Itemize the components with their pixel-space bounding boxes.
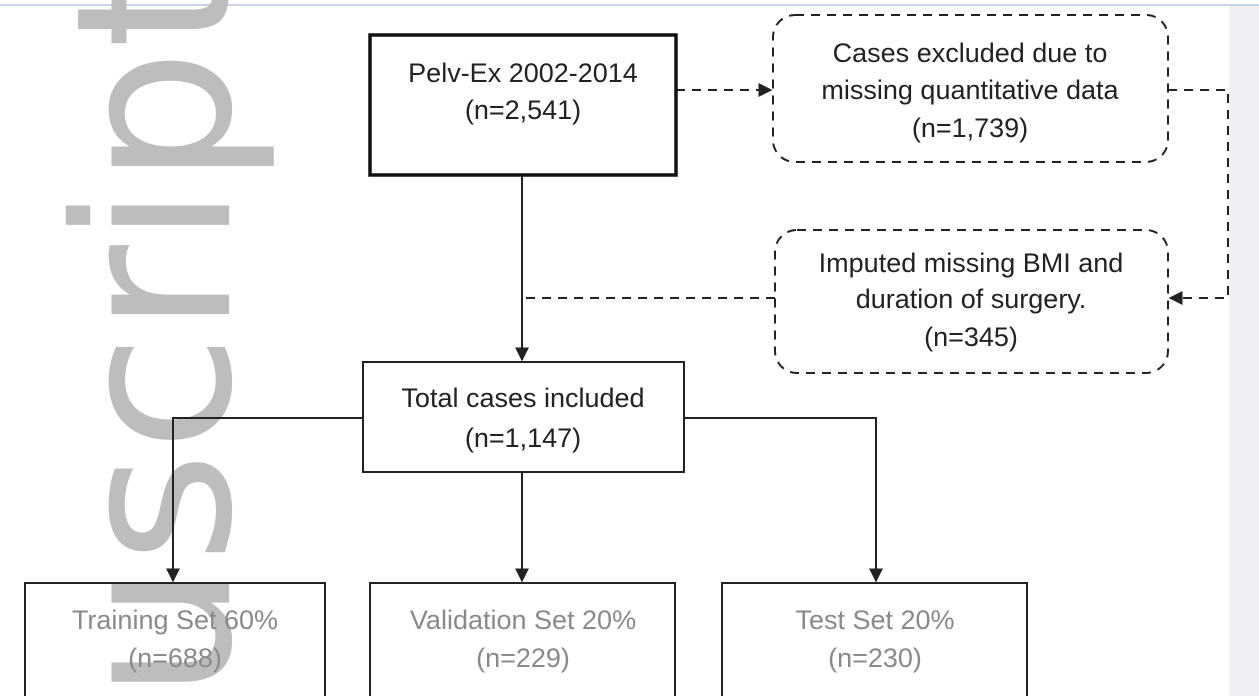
node-label: Cases excluded due to	[833, 38, 1108, 68]
node-label: (n=1,147)	[465, 423, 581, 453]
box-test	[721, 582, 1028, 696]
node-label: missing quantitative data	[821, 75, 1119, 105]
box-validation	[369, 582, 676, 696]
node-label: (n=229)	[476, 643, 570, 673]
connectors	[166, 83, 1229, 583]
node-label: Imputed missing BMI and	[819, 248, 1124, 278]
side-strip	[1229, 6, 1259, 696]
node-label: (n=2,541)	[465, 95, 581, 125]
node-label: Test Set 20%	[795, 605, 954, 635]
node-label: Total cases included	[401, 383, 644, 413]
box-total	[362, 361, 685, 473]
box-training	[24, 582, 326, 696]
node-label: (n=345)	[924, 322, 1018, 352]
node-label: Pelv-Ex 2002-2014	[408, 58, 638, 88]
node-label: Validation Set 20%	[410, 605, 636, 635]
node-label: (n=688)	[128, 643, 222, 673]
node-label: Training Set 60%	[72, 605, 278, 635]
box-source	[368, 33, 678, 177]
watermark: uscript	[29, 0, 280, 696]
box-imputed	[774, 229, 1169, 374]
node-label: (n=230)	[828, 643, 922, 673]
box-excluded	[772, 14, 1169, 163]
node-label: duration of surgery.	[856, 284, 1087, 314]
node-label: (n=1,739)	[912, 113, 1028, 143]
